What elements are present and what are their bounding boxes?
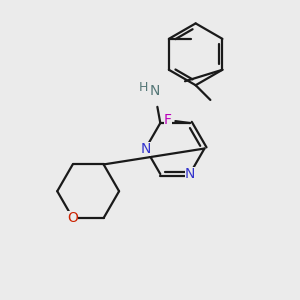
Text: N: N	[184, 167, 195, 181]
Text: N: N	[149, 84, 160, 98]
Text: H: H	[139, 81, 148, 94]
Text: O: O	[67, 211, 78, 225]
Text: F: F	[164, 113, 172, 127]
Text: N: N	[140, 142, 151, 155]
